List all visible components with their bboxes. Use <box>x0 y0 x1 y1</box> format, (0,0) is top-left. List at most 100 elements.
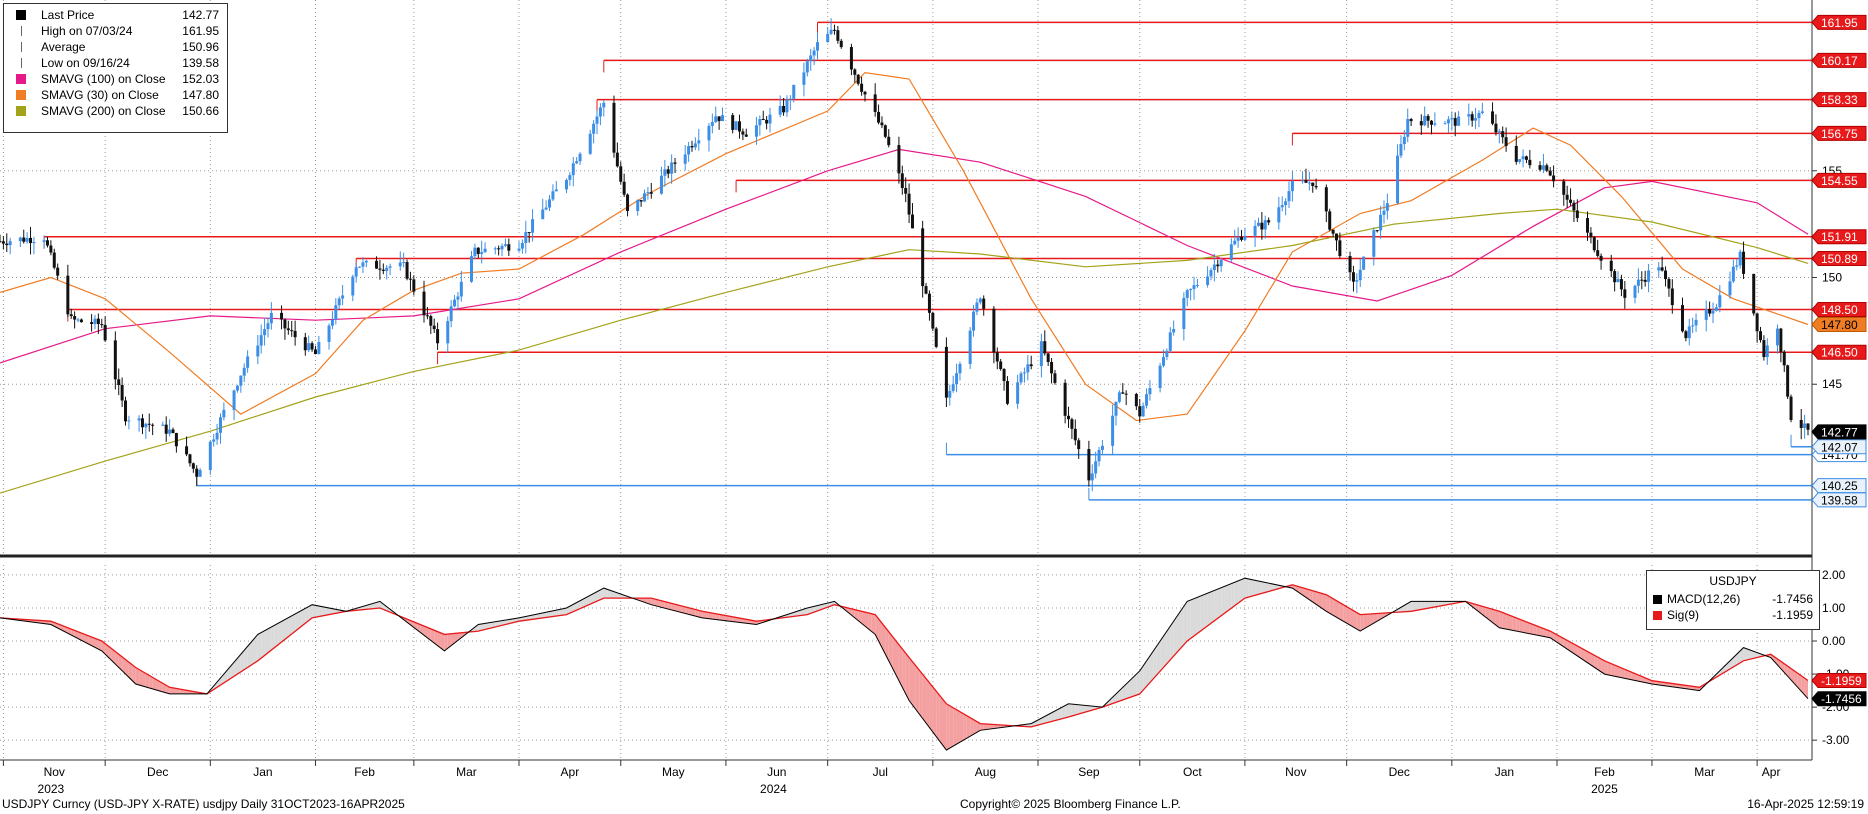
macd-histogram-fill <box>1472 603 1476 610</box>
macd-histogram-fill <box>1183 601 1188 645</box>
macd-histogram-fill <box>868 612 872 632</box>
level-tag-bg <box>1811 478 1867 494</box>
candle-body <box>1718 295 1722 308</box>
macd-histogram-fill <box>1529 623 1534 635</box>
candle-body <box>432 325 436 330</box>
macd-histogram-fill <box>481 623 486 631</box>
macd-histogram-fill <box>1370 613 1374 626</box>
macd-histogram-fill <box>78 631 82 641</box>
macd-histogram-fill <box>922 674 927 724</box>
macd-histogram-fill <box>647 598 652 605</box>
macd-histogram-fill <box>1746 648 1751 661</box>
macd-histogram-fill <box>478 623 482 632</box>
macd-histogram-fill <box>1241 578 1245 601</box>
legend-row: SMAVG (100) on Close 152.03 <box>8 71 223 87</box>
macd-panel <box>0 577 1809 751</box>
macd-histogram-fill <box>1475 604 1479 612</box>
macd-histogram-fill <box>658 599 662 608</box>
candle-body <box>683 154 687 164</box>
candle-body <box>626 194 630 212</box>
candle-body <box>1647 270 1651 282</box>
macd-histogram-fill <box>1132 674 1137 697</box>
macd-histogram-fill <box>457 632 462 641</box>
legend-row: Average 150.96 <box>8 39 223 55</box>
macd-histogram-fill <box>1048 712 1052 723</box>
candle-body <box>144 423 148 428</box>
candle-body <box>317 341 321 355</box>
candle-body <box>1708 309 1712 314</box>
candle-body <box>8 241 12 246</box>
candle-body <box>927 293 931 313</box>
candle-body <box>56 267 60 276</box>
candle-body <box>921 228 925 287</box>
macd-histogram-fill <box>1177 611 1181 653</box>
macd-histogram-fill <box>705 611 709 619</box>
macd-histogram-fill <box>1214 589 1218 621</box>
candle-body <box>32 241 36 244</box>
candle-body <box>554 189 558 192</box>
candle-body <box>1711 310 1715 314</box>
macd-histogram-fill <box>1499 611 1503 629</box>
candle-body <box>670 162 674 174</box>
level-tag-bg <box>1811 52 1867 68</box>
macd-histogram-fill <box>1540 627 1544 637</box>
macd-histogram-fill <box>1221 586 1225 616</box>
legend-row: Low on 09/16/24 139.58 <box>8 55 223 71</box>
macd-histogram-fill <box>878 618 882 648</box>
macd-histogram-fill <box>542 612 547 618</box>
candle-body <box>147 423 151 425</box>
candle-body <box>802 72 806 85</box>
candle-body <box>1433 123 1437 125</box>
macd-histogram-fill <box>1404 603 1408 612</box>
macd-histogram-fill <box>556 609 560 616</box>
macd-histogram-fill <box>108 646 112 661</box>
macd-histogram-fill <box>939 695 944 746</box>
macd-histogram-fill <box>1631 672 1636 681</box>
level-tag: 140.25 <box>1821 479 1858 493</box>
x-tick-label: Dec <box>1389 765 1410 779</box>
candle-body <box>527 232 531 234</box>
macd-histogram-fill <box>1350 608 1354 628</box>
candle-body <box>721 115 725 122</box>
macd-histogram-fill <box>145 673 150 688</box>
macd-histogram-fill <box>586 595 591 606</box>
moving-average-lines <box>0 71 1809 494</box>
candle-body <box>375 260 379 269</box>
candle-body <box>473 247 477 257</box>
legend-row: SMAVG (30) on Close 147.80 <box>8 87 223 103</box>
macd-histogram-fill <box>932 686 937 737</box>
candle-body <box>29 237 33 244</box>
candle-body <box>904 187 908 194</box>
macd-histogram-fill <box>1078 704 1083 715</box>
candle-body <box>1280 205 1284 208</box>
macd-histogram-fill <box>953 707 957 747</box>
macd-histogram-fill <box>240 650 245 672</box>
candle-body <box>910 214 914 229</box>
candle-body <box>66 275 70 315</box>
footer-copyright: Copyright© 2025 Bloomberg Finance L.P. <box>960 797 1181 811</box>
legend-value: 152.03 <box>182 72 219 86</box>
macd-histogram-fill <box>176 688 180 694</box>
macd-histogram-fill <box>1265 582 1269 593</box>
macd-histogram-fill <box>1804 678 1808 699</box>
candle-body <box>1029 364 1033 367</box>
macd-histogram-fill <box>1238 579 1242 604</box>
macd-histogram-fill <box>729 616 733 622</box>
x-tick-label: Feb <box>1594 765 1615 779</box>
macd-histogram-fill <box>237 654 241 675</box>
candle-body <box>1596 250 1600 256</box>
candle-body <box>639 200 643 202</box>
macd-histogram-fill <box>1567 640 1571 652</box>
candle-body <box>1457 116 1461 126</box>
macd-histogram-fill <box>485 622 489 630</box>
year-label: 2023 <box>38 782 65 796</box>
candle-body <box>1575 210 1579 219</box>
candle-body <box>49 245 53 253</box>
macd-histogram-fill <box>1624 669 1629 680</box>
candle-body <box>958 363 962 374</box>
candle-body <box>1097 449 1101 462</box>
candle-body <box>1212 264 1216 271</box>
macd-histogram-fill <box>318 605 323 617</box>
level-tag-bg <box>1811 172 1867 188</box>
legend-label: Average <box>41 40 86 54</box>
